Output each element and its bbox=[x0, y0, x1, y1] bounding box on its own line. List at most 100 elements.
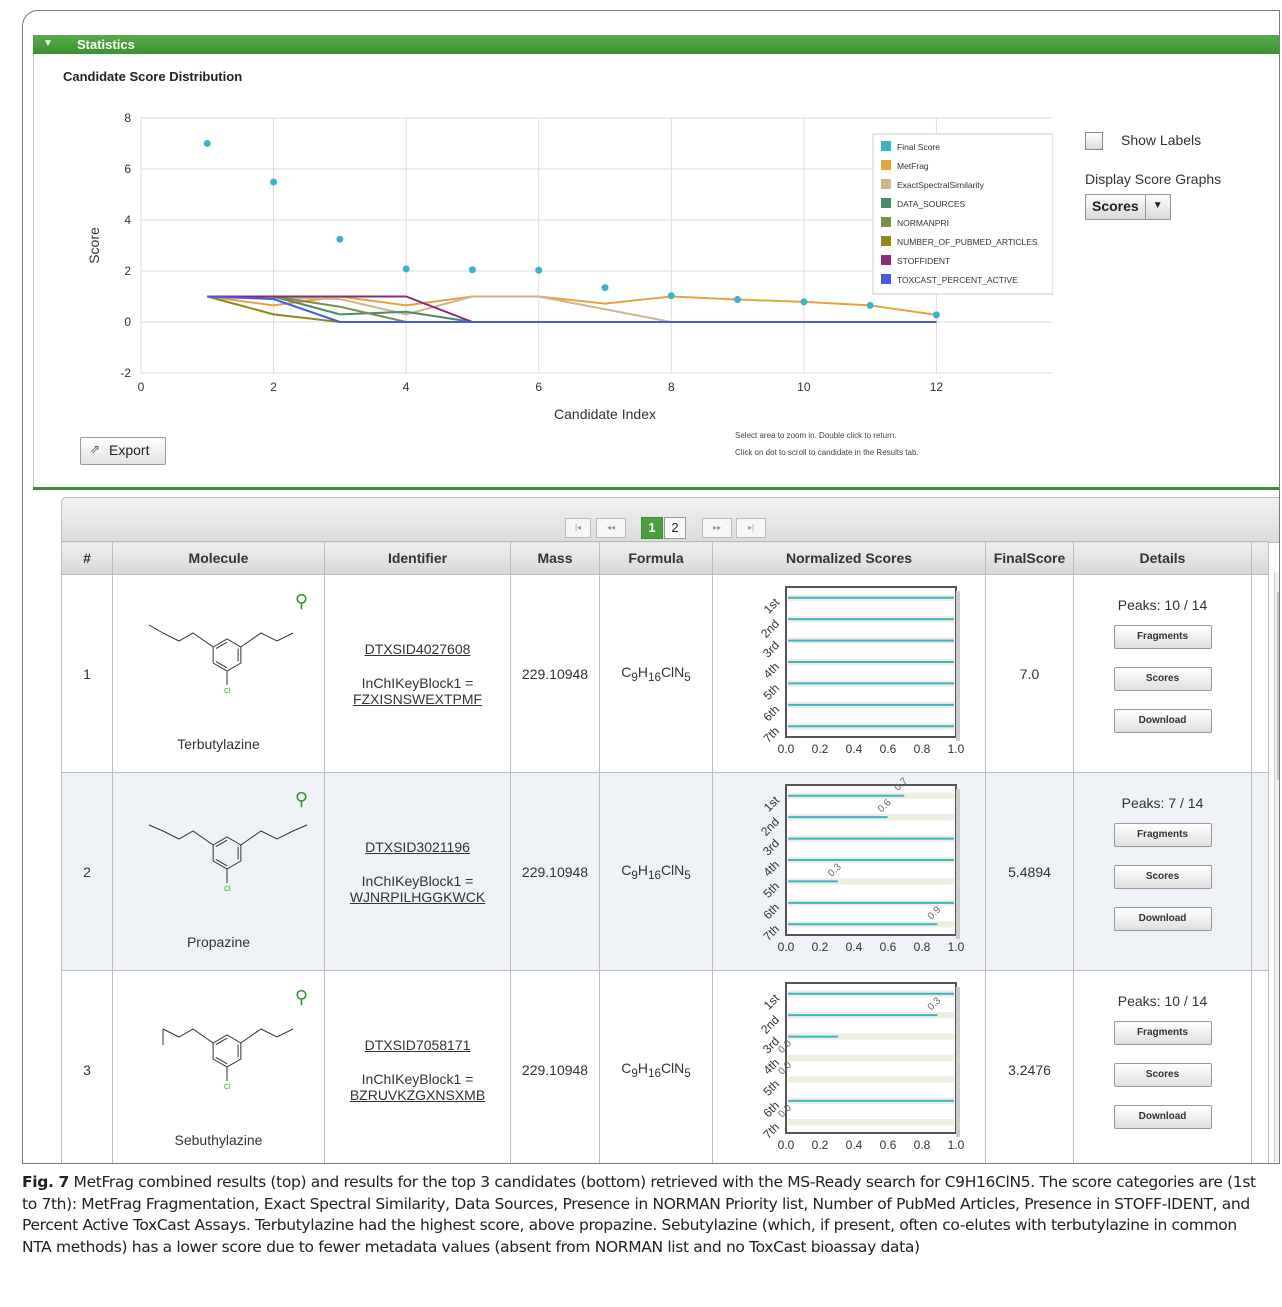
dtxsid-link[interactable]: DTXSID3021196 bbox=[365, 838, 470, 855]
score-plot-shadow bbox=[956, 591, 960, 741]
inchikey-link[interactable]: BZRUVKZGXNSXMB bbox=[349, 1086, 486, 1103]
score-tick-label: 0.4 bbox=[846, 742, 863, 756]
final-score-point[interactable] bbox=[601, 284, 609, 292]
legend-entry[interactable]: ExactSpectralSimilarity bbox=[897, 180, 985, 190]
final-score-point[interactable] bbox=[800, 298, 808, 306]
scores-button[interactable]: Scores bbox=[1113, 666, 1212, 691]
magnifier-icon[interactable]: ⚲ bbox=[294, 789, 308, 809]
next-page-button[interactable]: ▸▸ bbox=[702, 518, 732, 538]
inchikey-link[interactable]: WJNRPILHGGKWCK bbox=[349, 888, 486, 905]
right-amine-chain bbox=[240, 632, 294, 648]
final-score-point[interactable] bbox=[203, 140, 211, 147]
prev-page-button[interactable]: ◂◂ bbox=[596, 518, 626, 538]
download-button[interactable]: Download bbox=[1113, 708, 1212, 733]
legend-swatch bbox=[881, 217, 891, 227]
statistics-header[interactable]: ▼ Statistics bbox=[33, 35, 1279, 54]
legend-swatch bbox=[881, 236, 891, 246]
molecule-structure[interactable]: Cl bbox=[131, 615, 311, 705]
details-cell: Peaks: 10 / 14 Fragments Scores Download bbox=[1073, 574, 1252, 773]
series-line[interactable] bbox=[207, 295, 937, 323]
final-score-point[interactable] bbox=[468, 266, 476, 274]
score-graph-select[interactable]: Scores ▼ bbox=[1085, 194, 1171, 220]
col-index[interactable]: # bbox=[61, 541, 113, 575]
scroll-up-icon[interactable]: ▲ bbox=[1279, 575, 1280, 584]
download-button[interactable]: Download bbox=[1113, 906, 1212, 931]
score-tick-label: 0.8 bbox=[914, 742, 931, 756]
legend-entry[interactable]: NUMBER_OF_PUBMED_ARTICLES bbox=[897, 237, 1038, 247]
page-1-button[interactable]: 1 bbox=[641, 517, 663, 539]
final-score-point[interactable] bbox=[402, 265, 410, 273]
show-labels-toggle[interactable]: Show Labels bbox=[1085, 132, 1201, 151]
score-rank-label: 4th bbox=[760, 660, 782, 682]
legend-entry[interactable]: Final Score bbox=[897, 142, 940, 152]
final-score-point[interactable] bbox=[535, 266, 543, 274]
chevron-down-icon[interactable]: ▼ bbox=[1144, 195, 1170, 219]
molecule-name: Terbutylazine bbox=[177, 736, 260, 752]
dtxsid-link[interactable]: DTXSID4027608 bbox=[364, 640, 471, 657]
table-row[interactable]: 3 ⚲ Cl Sebuthylazine DTXSID7058171 InChI… bbox=[61, 970, 1269, 1163]
export-button[interactable]: ⇗ Export bbox=[80, 437, 166, 465]
col-details[interactable]: Details bbox=[1073, 541, 1252, 575]
col-scroll-spacer bbox=[1251, 541, 1269, 575]
fragments-button[interactable]: Fragments bbox=[1113, 1020, 1212, 1045]
left-amine-chain bbox=[162, 830, 214, 846]
molecule-structure[interactable]: Cl bbox=[131, 813, 311, 903]
isopropyl-branch bbox=[148, 824, 164, 832]
score-tick-label: 0.8 bbox=[914, 940, 931, 954]
col-identifier[interactable]: Identifier bbox=[324, 541, 511, 575]
scores-button[interactable]: Scores bbox=[1113, 864, 1212, 889]
scroll-thumb[interactable] bbox=[1277, 592, 1279, 780]
final-score-point[interactable] bbox=[336, 235, 344, 243]
col-final-score[interactable]: FinalScore bbox=[985, 541, 1074, 575]
molecule-structure[interactable]: Cl bbox=[131, 1011, 311, 1101]
table-row[interactable]: 2 ⚲ Cl Propazine DTXSID3021196 InChIKeyB… bbox=[61, 772, 1269, 971]
scroll-gutter bbox=[1251, 574, 1269, 773]
inchikey-link[interactable]: FZXISNSWEXTPMF bbox=[352, 690, 483, 707]
results-scrollbar[interactable]: ▲ bbox=[1274, 572, 1280, 1162]
legend-entry[interactable]: MetFrag bbox=[897, 161, 929, 171]
scroll-gutter bbox=[1251, 970, 1269, 1163]
final-score-point[interactable] bbox=[932, 311, 940, 319]
col-mass[interactable]: Mass bbox=[510, 541, 600, 575]
y-tick-label: 8 bbox=[124, 111, 131, 125]
last-page-button[interactable]: ▸| bbox=[736, 518, 766, 538]
export-label: Export bbox=[109, 442, 150, 458]
score-tick-label: 0.2 bbox=[812, 940, 829, 954]
collapse-triangle-icon[interactable]: ▼ bbox=[43, 38, 53, 49]
col-molecule[interactable]: Molecule bbox=[112, 541, 325, 575]
final-score-point[interactable] bbox=[667, 292, 675, 300]
page-2-button[interactable]: 2 bbox=[664, 517, 686, 539]
final-score-point[interactable] bbox=[270, 178, 278, 186]
results-pager: |◂ ◂◂ 1 2 ▸▸ ▸| bbox=[61, 497, 1279, 543]
scores-button[interactable]: Scores bbox=[1113, 1062, 1212, 1087]
click-hint: Click on dot to scroll to candidate in t… bbox=[735, 448, 919, 457]
first-page-button[interactable]: |◂ bbox=[565, 518, 591, 538]
legend-swatch bbox=[881, 141, 891, 151]
fragments-button[interactable]: Fragments bbox=[1113, 822, 1212, 847]
peaks-text: Peaks: 7 / 14 bbox=[1121, 794, 1204, 811]
mass-cell: 229.10948 bbox=[510, 970, 600, 1163]
normalized-scores-cell: 1st 2nd 3rd 4th 5th 6th 7th 0.3 0.0 0.0 0.0 0.0 0.2 0… bbox=[712, 970, 986, 1163]
download-button[interactable]: Download bbox=[1113, 1104, 1212, 1129]
dtxsid-link[interactable]: DTXSID7058171 bbox=[364, 1036, 471, 1053]
final-score-point[interactable] bbox=[866, 301, 874, 309]
legend-entry[interactable]: DATA_SOURCES bbox=[897, 199, 966, 209]
normalized-scores-cell: 1st 2nd 3rd 4th 5th 6th 7th 0.7 0.6 0.3 0.9 0.0 0.2 0… bbox=[712, 772, 986, 971]
show-labels-checkbox[interactable] bbox=[1085, 132, 1103, 151]
col-normalized-scores[interactable]: Normalized Scores bbox=[712, 541, 986, 575]
magnifier-icon[interactable]: ⚲ bbox=[294, 591, 308, 611]
double-bond bbox=[215, 858, 228, 867]
right-amine-chain bbox=[240, 1028, 294, 1044]
table-row[interactable]: 1 ⚲ Cl Terbutylazine DTXSID4027608 InChI… bbox=[61, 574, 1269, 773]
fragments-button[interactable]: Fragments bbox=[1113, 624, 1212, 649]
final-score-point[interactable] bbox=[734, 296, 742, 304]
legend-entry[interactable]: STOFFIDENT bbox=[897, 256, 950, 266]
col-formula[interactable]: Formula bbox=[599, 541, 713, 575]
legend-entry[interactable]: TOXCAST_PERCENT_ACTIVE bbox=[897, 275, 1018, 285]
magnifier-icon[interactable]: ⚲ bbox=[294, 987, 308, 1007]
legend-entry[interactable]: NORMANPRI bbox=[897, 218, 949, 228]
